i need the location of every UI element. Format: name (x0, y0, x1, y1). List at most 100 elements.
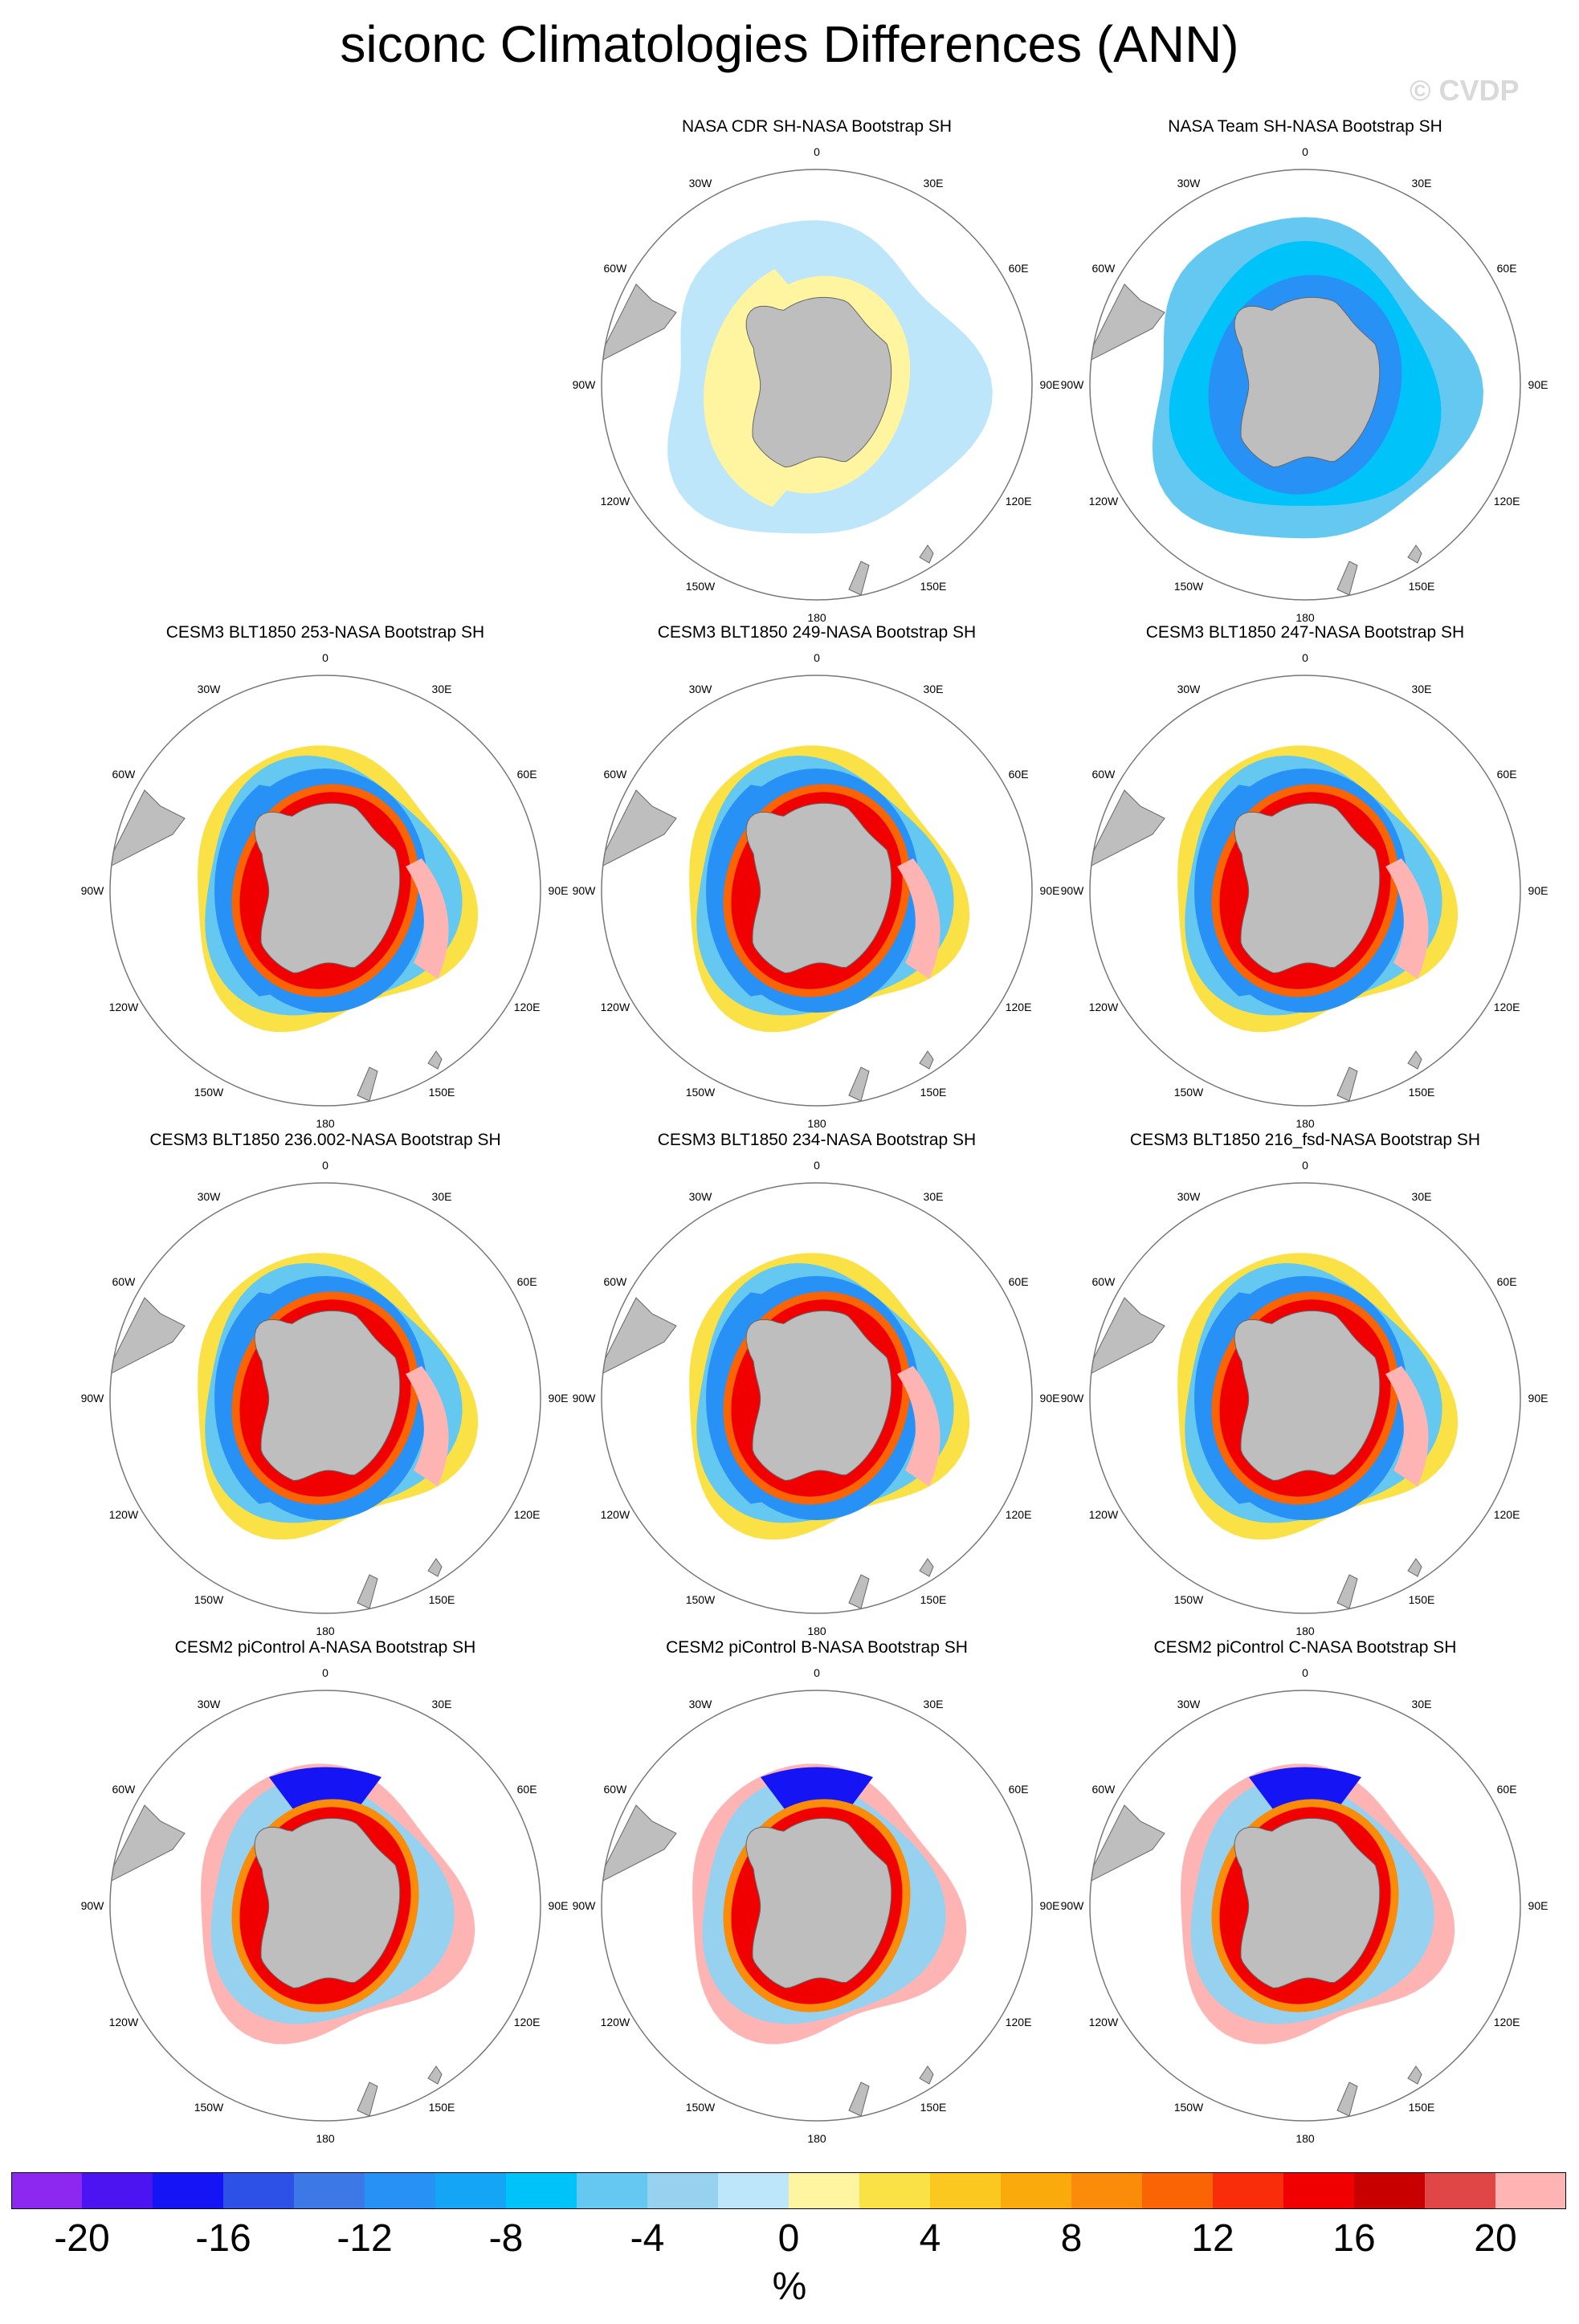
longitude-label: 120E (1494, 1001, 1520, 1013)
longitude-label: 90E (1528, 884, 1548, 897)
longitude-label: 60E (517, 1783, 537, 1796)
panel-title: CESM3 BLT1850 253-NASA Bootstrap SH (165, 623, 485, 642)
panel-title: NASA Team SH-NASA Bootstrap SH (1168, 117, 1442, 136)
sea-ice-difference-field (602, 1253, 970, 1609)
longitude-label: 150E (1409, 1593, 1435, 1606)
colorbar-swatch (1283, 2172, 1355, 2209)
polar-map: 0 30E 60E 90E 120E 150E 180 150W 120W 90W 60W 30W (1061, 651, 1548, 1130)
new-zealand-land (848, 1574, 870, 1609)
polar-map: 0 30E 60E 90E 120E 150E 180 150W 120W 90W 60W 30W (1061, 1666, 1548, 2145)
field-region-purple-blue (761, 1767, 873, 1809)
map-border (1089, 1182, 1521, 1614)
longitude-label: 30E (924, 1190, 944, 1203)
longitude-label: 0 (322, 1159, 328, 1172)
new-zealand-land (848, 561, 870, 596)
longitude-label: 0 (322, 1666, 328, 1679)
longitude-label: 150W (194, 1593, 224, 1606)
map-panel: CESM2 piControl A-NASA Bootstrap SH 0 30E 6… (80, 1638, 570, 2145)
map-border (109, 1182, 541, 1614)
longitude-label: 60E (1497, 768, 1517, 781)
antarctica-land (745, 802, 892, 974)
longitude-label: 120W (601, 1001, 630, 1013)
longitude-label: 90E (1040, 884, 1060, 897)
south-america-land (110, 1804, 186, 1882)
longitude-label: 150W (1174, 580, 1204, 593)
tasmania-land (919, 544, 934, 564)
longitude-label: 60E (517, 1275, 537, 1288)
colorbar-tick-label: 0 (777, 2217, 800, 2260)
longitude-label: 30W (1177, 1190, 1202, 1203)
longitude-label: 90E (1040, 378, 1060, 391)
south-america-land (1090, 1297, 1165, 1375)
longitude-label: 120E (514, 2016, 541, 2028)
longitude-label: 90E (549, 1392, 569, 1405)
longitude-label: 120W (601, 2016, 630, 2028)
longitude-label: 30E (924, 683, 944, 695)
tasmania-land (1407, 1050, 1422, 1070)
field-region-pink (1385, 858, 1429, 979)
longitude-label: 150E (920, 1593, 947, 1606)
polar-map: 0 30E 60E 90E 120E 150E 180 150W 120W 90W 60W 30W (81, 651, 569, 1130)
tasmania-land (1407, 544, 1422, 564)
map-panel: CESM3 BLT1850 249-NASA Bootstrap SH 0 30E 6… (572, 623, 1062, 1130)
longitude-label: 30E (1412, 1698, 1432, 1710)
longitude-label: 120E (1006, 1001, 1032, 1013)
tasmania-land (919, 1050, 934, 1070)
field-region-pink (406, 1366, 449, 1486)
longitude-label: 0 (814, 145, 820, 158)
sea-ice-difference-field (1090, 1253, 1459, 1609)
colorbar-swatch (1142, 2172, 1214, 2209)
polar-map: 0 30E 60E 90E 120E 150E 180 150W 120W 90W 60W 30W (1061, 145, 1548, 624)
new-zealand-land (1336, 561, 1358, 596)
longitude-label: 120E (1006, 2016, 1032, 2028)
map-border (601, 675, 1033, 1107)
longitude-label: 60W (1092, 1275, 1116, 1288)
colorbar-swatch (647, 2172, 719, 2209)
colorbar-tick-label: -8 (488, 2217, 524, 2260)
colorbar-swatch (718, 2172, 790, 2209)
map-panel: NASA CDR SH-NASA Bootstrap SH 0 30E 60E 90E 1… (572, 117, 1062, 624)
longitude-label: 30W (689, 683, 713, 695)
panel-title: CESM2 piControl A-NASA Bootstrap SH (174, 1638, 476, 1657)
tasmania-land (1407, 1558, 1422, 1577)
south-america-land (602, 283, 677, 361)
new-zealand-land (1336, 2081, 1358, 2117)
longitude-label: 30W (689, 1698, 713, 1710)
longitude-label: 120W (1089, 2016, 1119, 2028)
longitude-label: 90E (1528, 1899, 1548, 1912)
longitude-label: 30W (1177, 683, 1202, 695)
longitude-label: 60W (112, 1275, 137, 1288)
longitude-label: 180 (807, 1625, 826, 1637)
colorbar-swatch (294, 2172, 365, 2209)
longitude-label: 90W (1061, 1392, 1085, 1405)
colorbar-swatch (859, 2172, 931, 2209)
panel-title: CESM2 piControl C-NASA Bootstrap SH (1153, 1638, 1457, 1657)
longitude-label: 30E (1412, 1190, 1432, 1203)
tasmania-land (1407, 2065, 1422, 2085)
longitude-label: 150E (1409, 2101, 1435, 2114)
south-america-land (602, 1297, 677, 1375)
antarctica-land (1234, 1817, 1381, 1989)
longitude-label: 30W (198, 1698, 222, 1710)
polar-map: 0 30E 60E 90E 120E 150E 180 150W 120W 90W 60W 30W (1061, 1159, 1548, 1637)
polar-map: 0 30E 60E 90E 120E 150E 180 150W 120W 90W 60W 30W (573, 145, 1060, 624)
longitude-label: 150W (1174, 2101, 1204, 2114)
longitude-label: 30W (198, 1190, 222, 1203)
antarctica-land (745, 1817, 892, 1989)
longitude-label: 150E (429, 2101, 455, 2114)
colorbar-tick-label: 4 (919, 2217, 941, 2260)
sea-ice-difference-field (1090, 217, 1483, 596)
panel-title: CESM3 BLT1850 236.002-NASA Bootstrap SH (149, 1131, 501, 1149)
map-border (109, 1690, 541, 2122)
longitude-label: 60W (604, 1275, 628, 1288)
longitude-label: 150W (1174, 1593, 1204, 1606)
longitude-label: 120W (601, 495, 630, 508)
longitude-label: 60E (1009, 1275, 1029, 1288)
colorbar-swatch (11, 2172, 83, 2209)
colorbar-swatch (1001, 2172, 1072, 2209)
longitude-label: 60W (604, 768, 628, 781)
colorbar (11, 2172, 1567, 2209)
sea-ice-difference-field (110, 1763, 475, 2117)
south-america-land (1090, 1804, 1165, 1882)
longitude-label: 90W (573, 1899, 597, 1912)
